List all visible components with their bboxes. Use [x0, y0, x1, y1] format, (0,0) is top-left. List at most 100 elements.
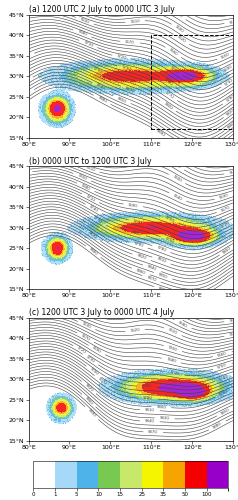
Text: 5770: 5770	[97, 376, 107, 386]
Text: 5870: 5870	[21, 90, 31, 100]
Text: 5690: 5690	[92, 346, 102, 354]
Text: 5560: 5560	[229, 18, 238, 24]
Text: 5720: 5720	[76, 346, 86, 355]
Text: 5670: 5670	[220, 205, 231, 213]
Text: 5540: 5540	[124, 144, 134, 151]
Text: 5510: 5510	[191, 147, 201, 156]
Text: 5710: 5710	[169, 370, 180, 376]
Text: 5790: 5790	[92, 66, 102, 74]
Text: 5680: 5680	[81, 183, 91, 192]
Text: 5610: 5610	[85, 166, 96, 173]
Text: 5800: 5800	[222, 246, 233, 254]
Text: 5740: 5740	[89, 204, 99, 214]
Text: 5800: 5800	[156, 404, 166, 409]
Text: 5510: 5510	[229, 307, 238, 312]
Text: 5730: 5730	[85, 355, 96, 364]
Text: 5750: 5750	[122, 65, 132, 71]
Text: 5750: 5750	[164, 236, 175, 244]
Text: 5790: 5790	[219, 389, 229, 398]
Text: 5620: 5620	[176, 35, 186, 44]
Text: 5640: 5640	[172, 193, 183, 202]
Text: 5720: 5720	[117, 54, 127, 60]
Text: 5740: 5740	[219, 374, 229, 382]
Text: 5650: 5650	[77, 173, 88, 181]
Text: 5570: 5570	[171, 160, 181, 170]
Text: 5780: 5780	[225, 94, 236, 103]
Text: 5630: 5630	[219, 193, 229, 200]
Text: 5500: 5500	[214, 152, 224, 157]
Text: 5700: 5700	[217, 363, 228, 370]
Text: 5650: 5650	[221, 52, 231, 60]
Text: 5720: 5720	[220, 221, 231, 230]
Text: 5750: 5750	[142, 384, 152, 389]
Text: 5820: 5820	[226, 107, 236, 117]
Text: 5470: 5470	[227, 296, 237, 300]
Text: 5650: 5650	[168, 345, 178, 352]
Text: 5730: 5730	[224, 78, 235, 86]
Text: 5490: 5490	[214, 302, 224, 306]
Text: 5530: 5530	[112, 144, 122, 150]
Text: 5600: 5600	[172, 174, 182, 184]
Text: 5590: 5590	[77, 6, 88, 13]
Bar	[151, 36, 233, 130]
Text: 5590: 5590	[82, 310, 93, 317]
Text: (b) 0000 UTC to 1200 UTC 3 July: (b) 0000 UTC to 1200 UTC 3 July	[29, 156, 151, 166]
Text: 5510: 5510	[216, 3, 226, 7]
Text: 5790: 5790	[133, 242, 144, 248]
Text: 5690: 5690	[223, 64, 233, 73]
Text: 5850: 5850	[220, 408, 231, 416]
Text: 5810: 5810	[145, 408, 155, 412]
Text: 5500: 5500	[201, 0, 211, 2]
Text: 5620: 5620	[130, 328, 140, 333]
Text: 5530: 5530	[229, 8, 238, 14]
Text: 5840: 5840	[145, 419, 155, 424]
Text: 5600: 5600	[174, 25, 185, 34]
Text: 5540: 5540	[115, 296, 126, 302]
Text: 5630: 5630	[81, 322, 92, 330]
Text: 5860: 5860	[84, 396, 94, 406]
Text: 5680: 5680	[166, 357, 177, 364]
Text: 5660: 5660	[18, 170, 28, 176]
Text: 5740: 5740	[163, 78, 173, 87]
Text: 5540: 5540	[191, 8, 201, 16]
Text: 5840: 5840	[95, 83, 106, 91]
Text: 5710: 5710	[83, 40, 94, 48]
Text: 5830: 5830	[87, 230, 97, 240]
Text: 5810: 5810	[125, 86, 135, 94]
Text: 5870: 5870	[148, 430, 158, 434]
Text: 5520: 5520	[182, 0, 193, 2]
Text: 5890: 5890	[155, 129, 166, 138]
Text: 5630: 5630	[79, 17, 90, 24]
Text: 5730: 5730	[133, 219, 144, 225]
Text: 5860: 5860	[227, 120, 237, 130]
Text: 5570: 5570	[169, 311, 180, 320]
Text: 5670: 5670	[80, 333, 91, 342]
Text: 5860: 5860	[136, 268, 146, 276]
Text: 5800: 5800	[163, 101, 173, 110]
Text: 5780: 5780	[143, 396, 153, 401]
Text: 5830: 5830	[160, 416, 170, 420]
Text: (a) 1200 UTC 2 July to 0000 UTC 3 July: (a) 1200 UTC 2 July to 0000 UTC 3 July	[29, 5, 174, 14]
Text: 5890: 5890	[87, 408, 96, 418]
Text: 5670: 5670	[125, 40, 135, 44]
Text: 5540: 5540	[181, 306, 191, 315]
Text: 5700: 5700	[169, 66, 180, 75]
Text: 5820: 5820	[136, 254, 147, 261]
Text: 5700: 5700	[164, 216, 175, 224]
Text: (c) 1200 UTC 3 July to 0000 UTC 4 July: (c) 1200 UTC 3 July to 0000 UTC 4 July	[29, 308, 174, 317]
Text: 5560: 5560	[229, 170, 238, 175]
Text: 5560: 5560	[74, 298, 84, 304]
Text: 5610: 5610	[130, 19, 140, 24]
Text: 5530: 5530	[173, 296, 183, 306]
Text: 5640: 5640	[21, 316, 31, 321]
Text: 5620: 5620	[20, 158, 30, 163]
Text: 5710: 5710	[85, 194, 96, 202]
Text: 5550: 5550	[229, 318, 238, 323]
Text: 5580: 5580	[178, 320, 188, 328]
Text: 5770: 5770	[164, 90, 174, 100]
Text: 5760: 5760	[89, 367, 99, 376]
Text: 5770: 5770	[93, 216, 103, 225]
Text: 5680: 5680	[77, 30, 88, 38]
Text: 5870: 5870	[146, 275, 157, 282]
Text: 5610: 5610	[168, 328, 178, 336]
